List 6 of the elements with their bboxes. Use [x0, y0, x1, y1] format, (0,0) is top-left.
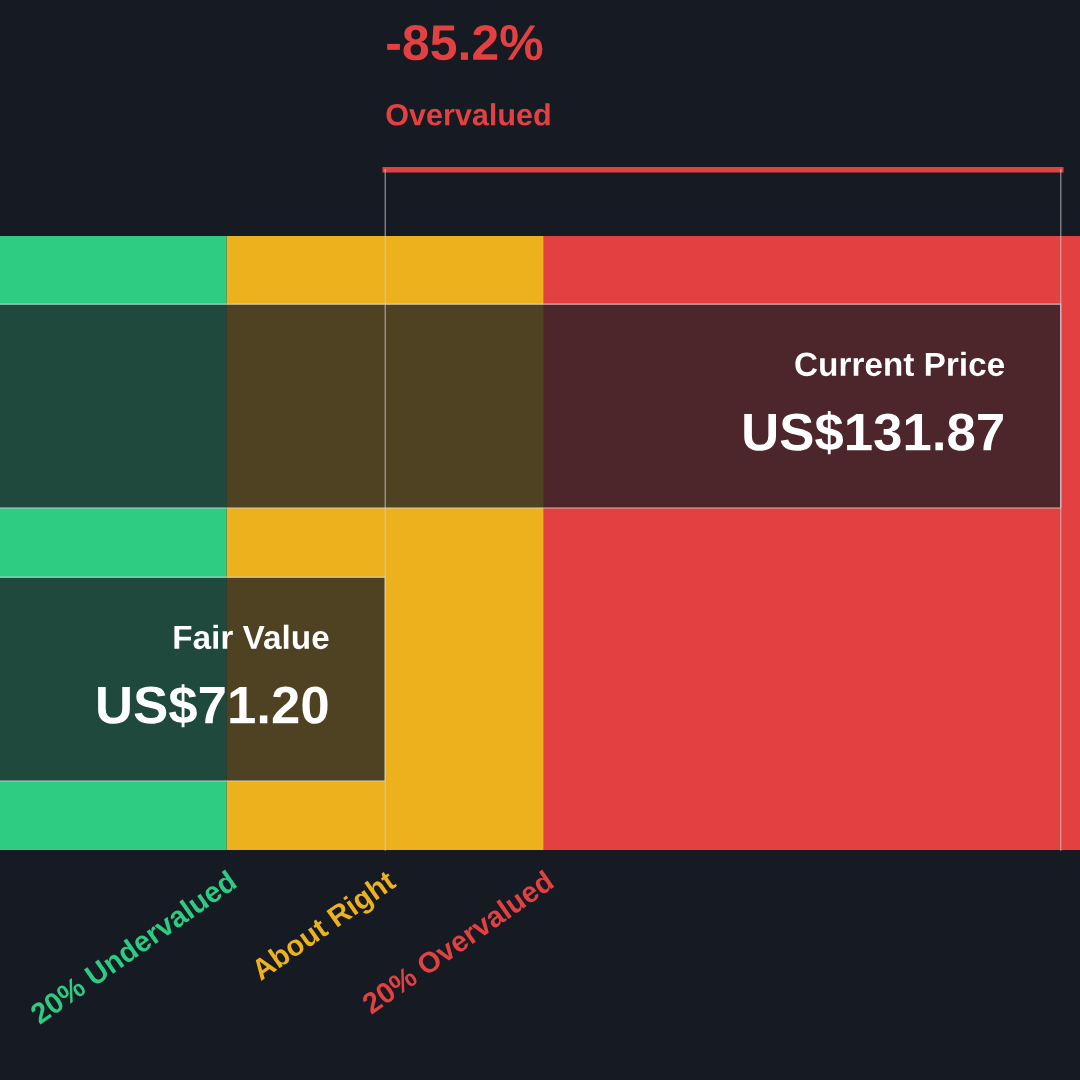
y-tick-label: Fair Value [174, 624, 329, 650]
data-label: US$131.87 [744, 411, 1003, 455]
y-tick-label: Current Price [795, 351, 1005, 377]
text: Overvalued [386, 103, 550, 126]
text: -85.2% [387, 24, 543, 61]
data-label: US$71.20 [98, 684, 328, 728]
